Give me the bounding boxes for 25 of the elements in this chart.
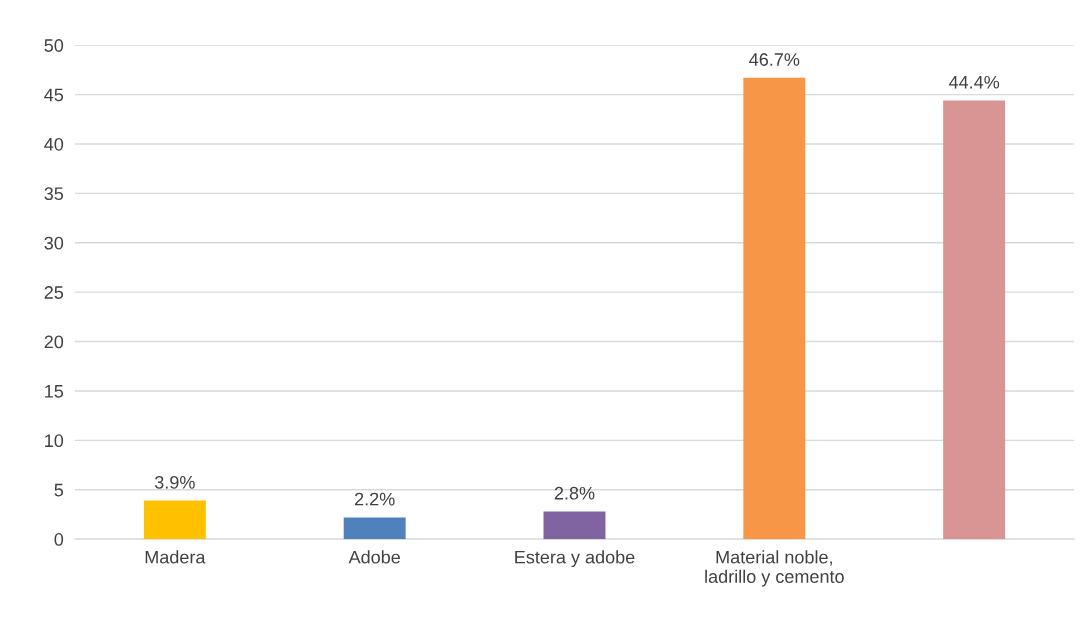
data-label: 2.8% bbox=[554, 486, 595, 500]
y-tick-label: 45 bbox=[44, 88, 64, 102]
bar bbox=[543, 511, 606, 540]
y-tick-label: 35 bbox=[44, 187, 64, 201]
bar bbox=[943, 100, 1006, 540]
x-tick-label: Estera y adobe bbox=[515, 550, 635, 568]
y-tick-label: 30 bbox=[44, 236, 64, 250]
data-label: 2.2% bbox=[355, 492, 395, 506]
bar bbox=[743, 77, 806, 540]
x-tick-label: Adobe bbox=[348, 550, 400, 564]
x-tick-label: Madera bbox=[145, 550, 206, 564]
y-tick-label: 50 bbox=[44, 39, 64, 52]
y-tick-label: 5 bbox=[54, 483, 64, 497]
y-tick-label: 25 bbox=[44, 286, 64, 299]
data-label: 44.4% bbox=[948, 75, 1000, 89]
data-label: 46.7% bbox=[749, 53, 800, 66]
y-tick-label: 40 bbox=[44, 137, 64, 151]
y-tick-label: 0 bbox=[54, 533, 64, 546]
bar bbox=[143, 500, 206, 540]
y-tick-label: 20 bbox=[44, 335, 64, 349]
y-tick-label: 10 bbox=[45, 434, 64, 448]
data-label: 3.9% bbox=[154, 475, 195, 489]
bar bbox=[343, 517, 406, 540]
y-tick-label: 15 bbox=[45, 385, 64, 398]
x-tick-label: Material noble, ladrillo y cemento bbox=[705, 550, 844, 587]
